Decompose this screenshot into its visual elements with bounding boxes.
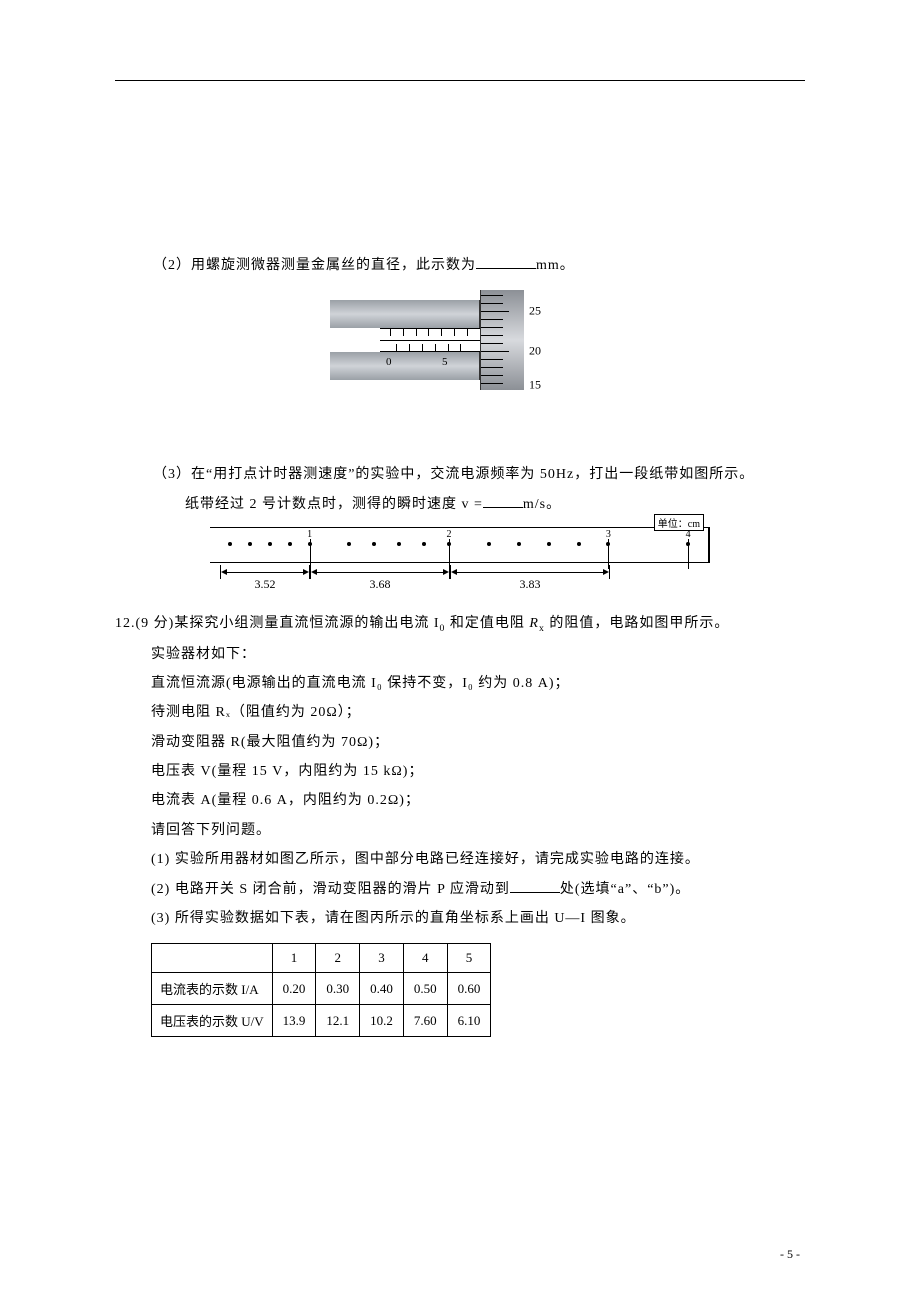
mic-main-scale [380,328,480,352]
mic-main-lbl-5: 5 [442,356,448,368]
th-1: 1 [272,944,316,973]
table-row-voltage: 电压表的示数 U/V 13.9 12.1 10.2 7.60 6.10 [152,1005,491,1037]
r1c1: 0.20 [272,973,316,1005]
q2-blank [476,255,536,269]
thimble-lbl-25: 25 [529,304,541,319]
q12-l1: 直流恒流源(电源输出的直流电流 I₀ 保持不变，I₀ 约为 0.8 A)； [115,669,805,698]
mic-body-bot [330,352,480,380]
q12-l0: 实验器材如下： [115,640,805,669]
q12-sub2-a: (2) 电路开关 S 闭合前，滑动变阻器的滑片 P 应滑动到 [151,882,510,897]
q12-l3: 滑动变阻器 R(最大阻值约为 70Ω)； [115,728,805,757]
tape-body: 单位：cm 1 2 3 4 [210,527,710,563]
r1c2: 0.30 [316,973,360,1005]
tape-dimensions: 3.52 3.68 3.83 [210,565,710,591]
row1-lbl: 电流表的示数 I/A [152,973,273,1005]
dim-lbl-2: 3.83 [518,577,543,592]
micrometer-diagram: 0 5 25 20 15 [330,290,590,390]
data-table: 1 2 3 4 5 电流表的示数 I/A 0.20 0.30 0.40 0.50… [151,943,491,1037]
r1c3: 0.40 [360,973,404,1005]
tape-diagram: 单位：cm 1 2 3 4 3. [210,527,710,591]
q12-sub3: (3) 所得实验数据如下表，请在图丙所示的直角坐标系上画出 U—I 图象。 [115,904,805,933]
q12-sub2-b: 处(选填“a”、“b”)。 [560,882,690,897]
thimble-lbl-20: 20 [529,344,541,359]
r2c1: 13.9 [272,1005,316,1037]
tape-unit-label: 单位：cm [654,514,704,531]
r2c4: 7.60 [403,1005,447,1037]
q12-l5: 电流表 A(量程 0.6 A，内阻约为 0.2Ω)； [115,786,805,815]
tape-marker-1: 1 [304,529,316,553]
q12-h-b: 和定值电阻 [445,616,529,631]
top-rule [115,80,805,81]
tape-marker-3: 3 [602,529,614,553]
q12-sub2-blank [510,879,560,893]
mic-thimble: 25 20 15 [480,290,524,390]
q12-l6: 请回答下列问题。 [115,816,805,845]
r2c2: 12.1 [316,1005,360,1037]
mic-body-top [330,300,480,328]
thimble-lbl-15: 15 [529,378,541,393]
q2-unit: mm。 [536,258,575,273]
q12-sub1: (1) 实验所用器材如图乙所示，图中部分电路已经连接好，请完成实验电路的连接。 [115,845,805,874]
q12-header: 12.(9 分)某探究小组测量直流恒流源的输出电流 I0 和定值电阻 Rx 的阻… [115,609,805,639]
dim-lbl-0: 3.52 [253,577,278,592]
th-2: 2 [316,944,360,973]
q3-unit: m/s。 [523,497,561,512]
r2c3: 10.2 [360,1005,404,1037]
th-3: 3 [360,944,404,973]
th-blank [152,944,273,973]
dim-lbl-1: 3.68 [368,577,393,592]
q12-l4: 电压表 V(量程 15 V，内阻约为 15 kΩ)； [115,757,805,786]
q12-sub2: (2) 电路开关 S 闭合前，滑动变阻器的滑片 P 应滑动到 处(选填“a”、“b… [115,875,805,904]
dim-seg-2: 3.83 [450,565,610,579]
page-number: - 5 - [780,1247,800,1262]
q12-h-a: 12.(9 分)某探究小组测量直流恒流源的输出电流 I [115,616,440,631]
q2-text: （2）用螺旋测微器测量金属丝的直径，此示数为 [153,258,476,273]
dim-seg-0: 3.52 [220,565,310,579]
mic-ticks [390,329,470,351]
q3-line-a: （3）在“用打点计时器测速度”的实验中，交流电源频率为 50Hz，打出一段纸带如… [115,460,805,489]
dim-seg-1: 3.68 [310,565,450,579]
q3-blank [483,494,523,508]
th-4: 4 [403,944,447,973]
th-5: 5 [447,944,491,973]
table-row-current: 电流表的示数 I/A 0.20 0.30 0.40 0.50 0.60 [152,973,491,1005]
table-row-head: 1 2 3 4 5 [152,944,491,973]
tape-marker-4: 4 [682,529,694,553]
r2c5: 6.10 [447,1005,491,1037]
q12-l2: 待测电阻 Rₓ（阻值约为 20Ω）； [115,698,805,727]
q3-text-b: 纸带经过 2 号计数点时，测得的瞬时速度 v = [185,497,483,512]
r1c5: 0.60 [447,973,491,1005]
row2-lbl: 电压表的示数 U/V [152,1005,273,1037]
mic-main-lbl-0: 0 [386,356,392,368]
q2-line: （2）用螺旋测微器测量金属丝的直径，此示数为 mm。 [115,251,805,280]
q12-h-c: 的阻值，电路如图甲所示。 [545,616,730,631]
r1c4: 0.50 [403,973,447,1005]
tape-marker-2: 2 [443,529,455,553]
